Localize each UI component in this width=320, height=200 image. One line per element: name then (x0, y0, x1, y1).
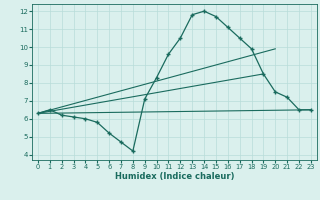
X-axis label: Humidex (Indice chaleur): Humidex (Indice chaleur) (115, 172, 234, 181)
